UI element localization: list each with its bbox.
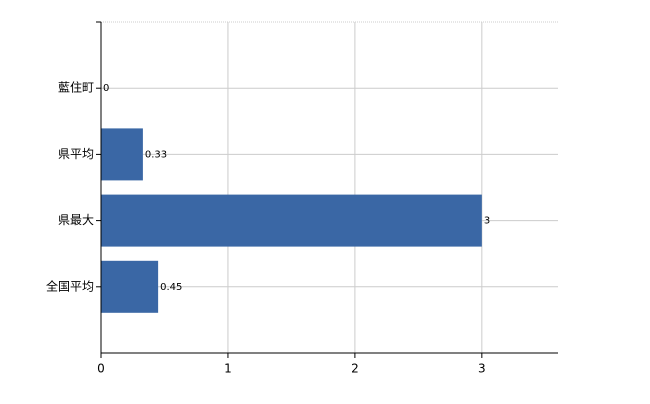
- value-label: 0.45: [160, 282, 182, 293]
- x-tick-label: 0: [97, 362, 105, 376]
- value-label: 0.33: [145, 149, 167, 160]
- value-label: 3: [484, 216, 490, 227]
- x-tick-label: 1: [224, 362, 232, 376]
- bar: [101, 260, 159, 313]
- y-tick-label: 県最大: [58, 213, 94, 227]
- y-tick-label: 藍住町: [58, 81, 94, 95]
- value-label: 0: [103, 83, 109, 94]
- y-tick-label: 全国平均: [46, 278, 94, 293]
- x-tick-label: 2: [351, 362, 359, 376]
- bar: [101, 194, 482, 247]
- y-tick-label: 県平均: [58, 147, 94, 161]
- bar: [101, 128, 143, 181]
- x-tick-label: 3: [478, 362, 486, 376]
